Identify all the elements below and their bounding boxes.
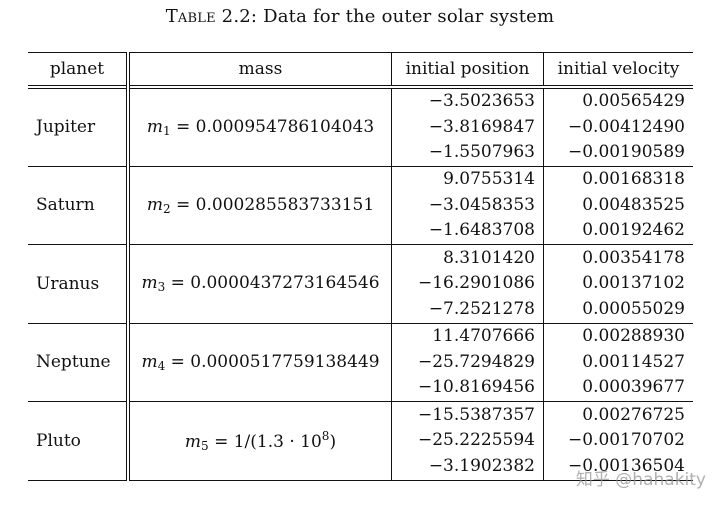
velocity-z: −0.00190589 [568,142,685,162]
position-z: −3.1902382 [428,455,535,476]
initial-velocity: 0.00565429 −0.00412490 −0.00190589 [544,87,694,166]
velocity-y: 0.00483525 [582,194,685,215]
planet-mass: m1 = 0.000954786104043 [128,87,392,166]
planet-mass: m3 = 0.0000437273164546 [128,244,392,323]
header-planet: planet [28,52,130,87]
velocity-x: 0.00276725 [582,404,685,425]
position-x: −3.5023653 [428,91,535,111]
velocity-z: 0.00055029 [582,298,685,319]
position-y: −25.7294829 [418,351,535,372]
planet-mass: m2 = 0.000285583733151 [128,166,392,245]
velocity-x: 0.00168318 [582,169,685,189]
initial-position: 9.0755314 −3.0458353 −1.6483708 [391,166,544,245]
table-row: Saturn m2 = 0.000285583733151 9.0755314 … [28,166,693,245]
planet-name: Saturn [28,166,130,245]
velocity-z: −0.00136504 [568,455,685,476]
table-row: Jupiter m1 = 0.000954786104043 −3.502365… [28,87,693,166]
velocity-y: −0.00412490 [568,116,685,137]
position-x: −15.5387357 [418,404,535,425]
caption-text: Data for the outer solar system [263,6,555,27]
position-y: −3.8169847 [428,116,535,137]
velocity-x: 0.00565429 [582,91,685,111]
planet-mass: m5 = 1/(1.3 · 108) [128,401,392,480]
initial-velocity: 0.00288930 0.00114527 0.00039677 [544,323,694,402]
position-x: 8.3101420 [443,247,535,268]
initial-position: −15.5387357 −25.2225594 −3.1902382 [391,401,544,480]
table-row: Uranus m3 = 0.0000437273164546 8.3101420… [28,244,694,324]
position-x: 11.4707666 [432,326,535,346]
initial-position: 11.4707666 −25.7294829 −10.8169456 [391,323,544,402]
planet-mass: m4 = 0.0000517759138449 [128,323,392,402]
position-z: −7.2521278 [428,298,535,319]
velocity-x: 0.00288930 [582,326,685,346]
outer-solar-system-table: planet mass initial position initial vel… [28,52,693,481]
initial-velocity: 0.00276725 −0.00170702 −0.00136504 [544,402,694,481]
watermark: 知乎 @hahakity [575,470,706,490]
table-caption: Table 2.2: Data for the outer solar syst… [0,6,720,27]
header-position: initial position [391,52,544,87]
velocity-z: 0.00039677 [582,377,685,397]
planet-name: Jupiter [28,87,130,166]
planet-name: Pluto [28,401,130,480]
position-y: −3.0458353 [428,194,535,215]
velocity-x: 0.00354178 [582,247,685,268]
initial-velocity: 0.00168318 0.00483525 0.00192462 [544,166,694,245]
planet-name: Uranus [28,244,130,323]
position-z: −1.6483708 [428,220,535,240]
header-velocity: initial velocity [557,59,680,79]
header-row: planet mass initial position initial vel… [28,52,693,87]
position-z: −10.8169456 [418,377,535,397]
velocity-y: −0.00170702 [568,430,685,450]
table-row: Pluto m5 = 1/(1.3 · 108) −15.5387357 −25… [28,401,694,481]
initial-position: −3.5023653 −3.8169847 −1.5507963 [391,87,544,166]
position-x: 9.0755314 [443,169,535,189]
velocity-z: 0.00192462 [582,220,685,240]
position-z: −1.5507963 [428,142,535,162]
planet-name: Neptune [28,323,130,402]
table-row: Neptune m4 = 0.0000517759138449 11.47076… [28,323,693,402]
position-y: −25.2225594 [418,430,535,450]
initial-position: 8.3101420 −16.2901086 −7.2521278 [391,244,544,323]
position-y: −16.2901086 [418,273,535,293]
header-mass: mass [128,52,392,87]
velocity-y: 0.00137102 [582,273,685,293]
initial-velocity: 0.00354178 0.00137102 0.00055029 [544,245,694,324]
velocity-y: 0.00114527 [582,351,685,372]
caption-label: Table 2.2: [165,6,258,27]
